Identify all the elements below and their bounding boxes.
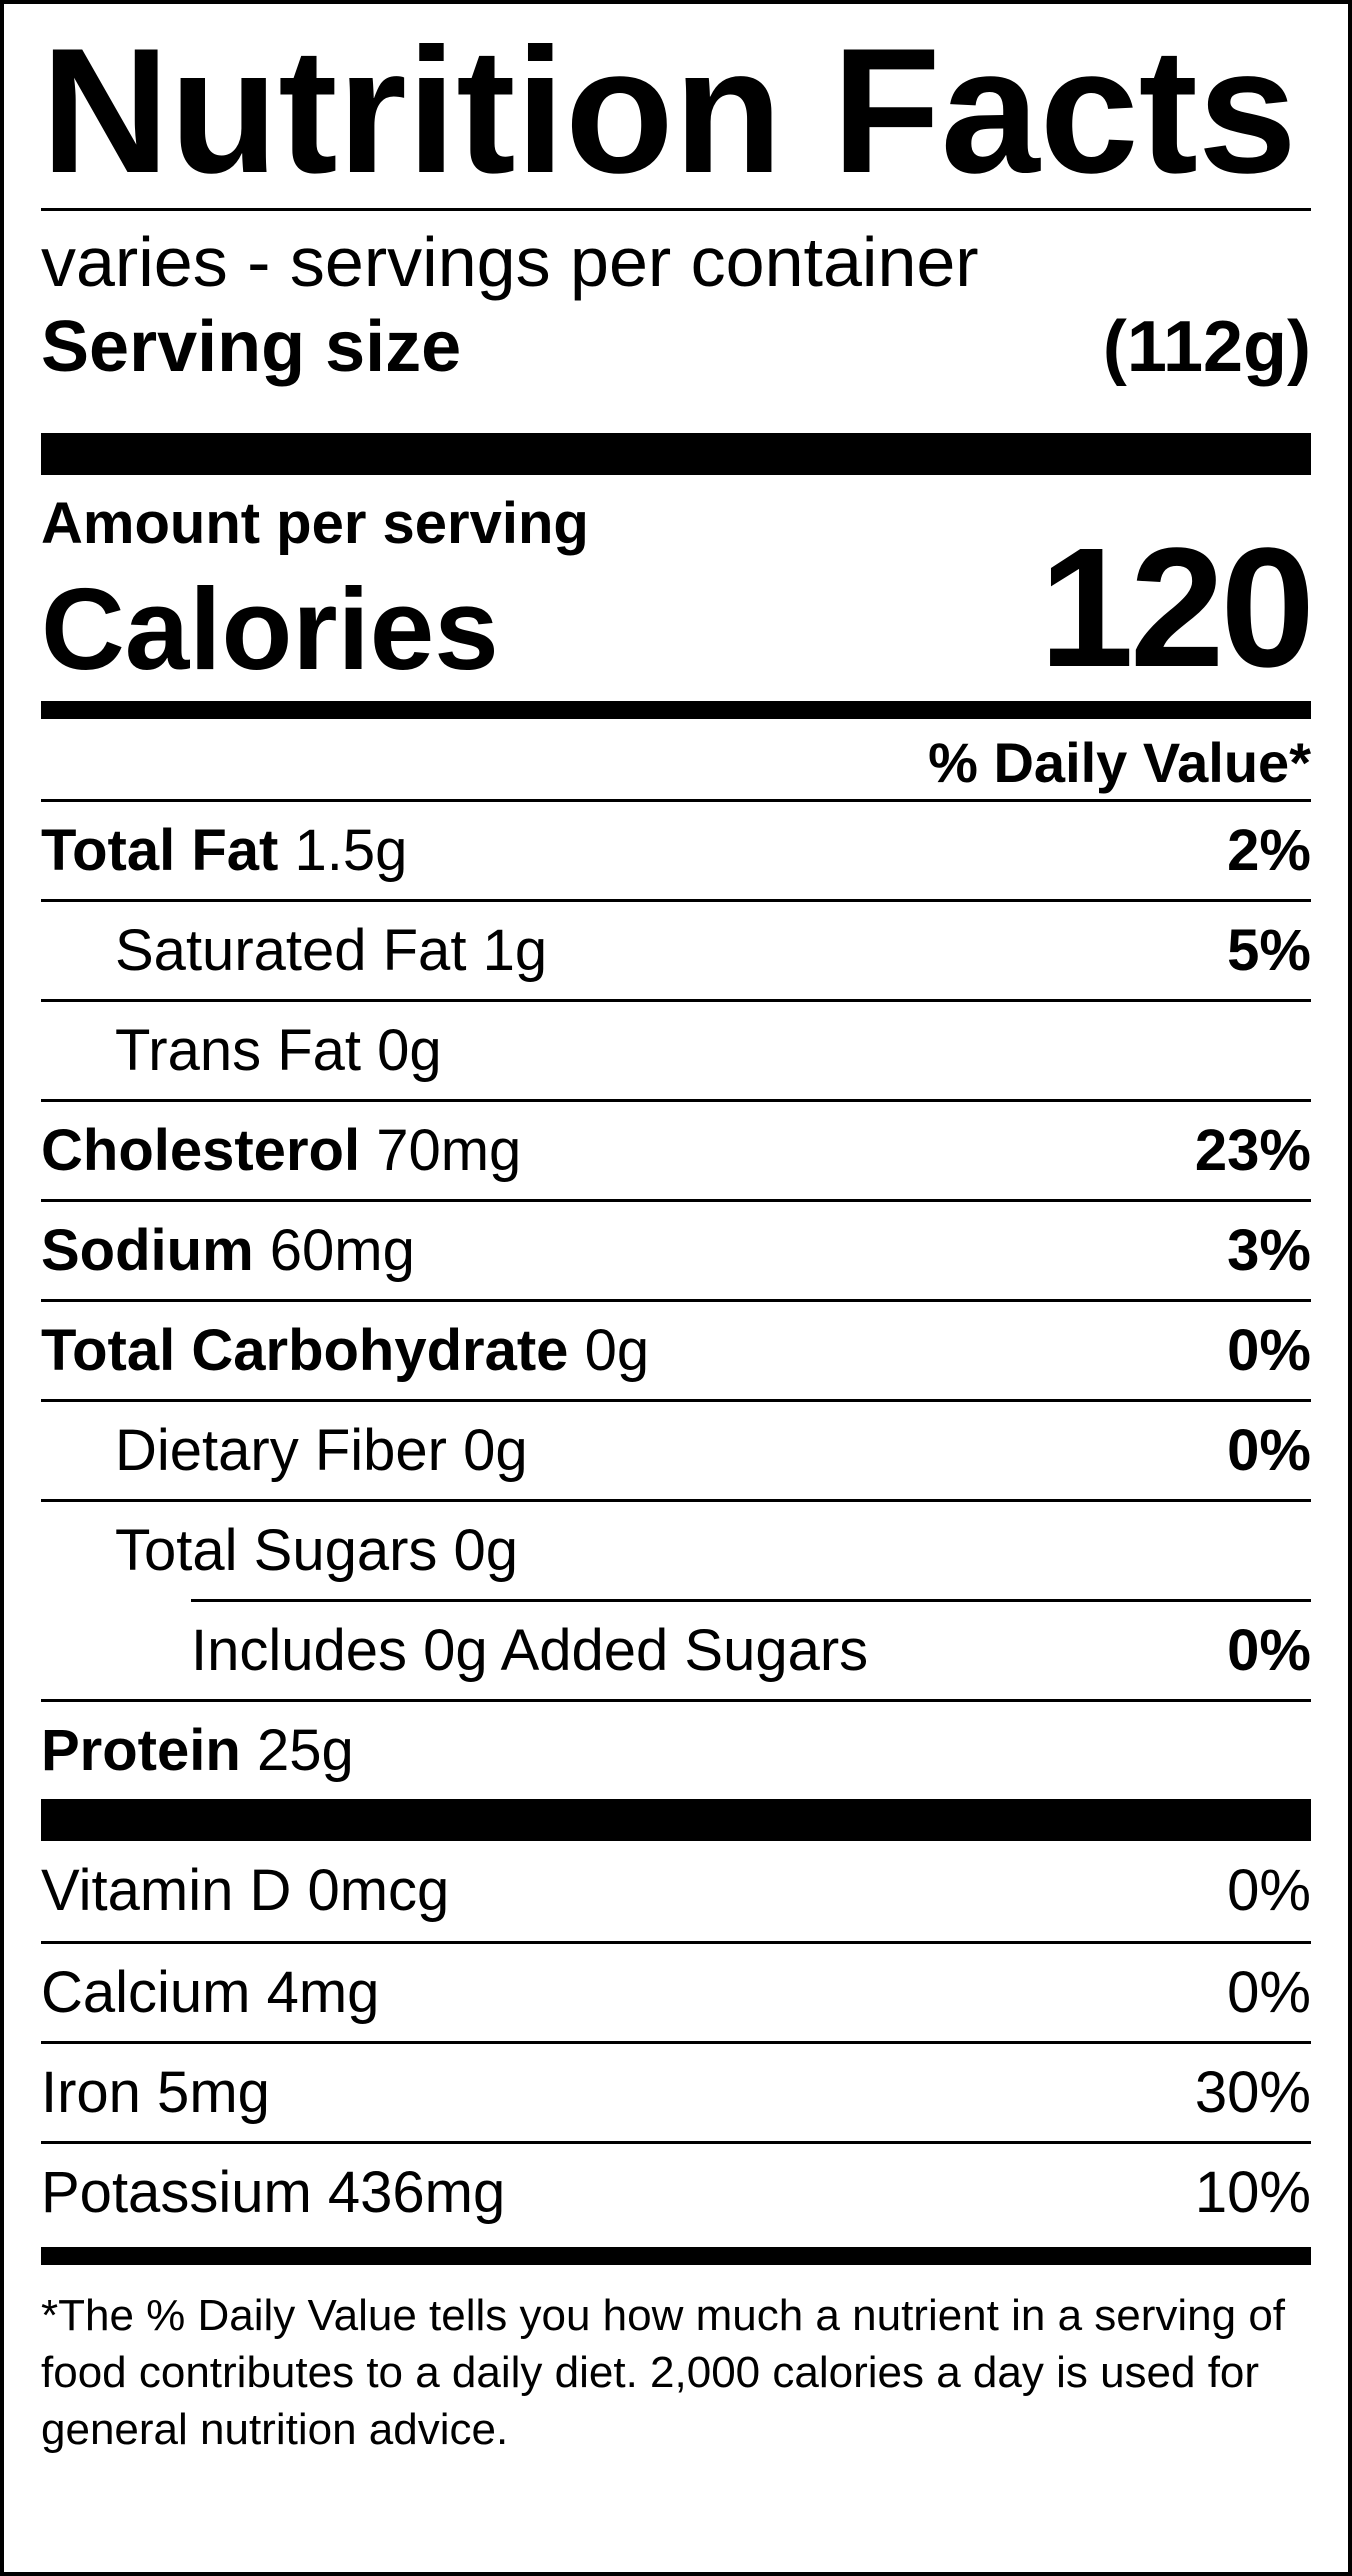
vitamin-name: Potassium 436mg [41,2159,506,2225]
nutrient-amount: 0g [584,1317,650,1383]
serving-size-row: Serving size (112g) [41,311,1311,387]
nutrient-dv: 5% [1227,917,1311,983]
nutrient-dv: 2% [1227,817,1311,883]
vitamin-name: Iron 5mg [41,2059,270,2125]
nutrient-amount: 0g [463,1417,528,1483]
vitamin-name: Vitamin D 0mcg [41,1858,450,1923]
nutrient-row-trans-fat: Trans Fat 0g [41,999,1311,1099]
nutrient-row-protein: Protein 25g [41,1699,1311,1799]
nutrient-name: Dietary Fiber [115,1417,447,1483]
added-sugars-wrap: Includes 0g Added Sugars 0% [191,1599,1311,1699]
vitamin-row-calcium: Calcium 4mg 0% [41,1941,1311,2041]
nutrient-row-added-sugars: Includes 0g Added Sugars 0% [191,1599,1311,1699]
calories-value: 120 [1039,513,1315,703]
nutrient-name: Protein [41,1717,241,1783]
nutrient-row-saturated-fat: Saturated Fat 1g 5% [41,899,1311,999]
nutrient-text: Cholesterol 70mg [41,1121,521,1180]
footnote: *The % Daily Value tells you how much a … [41,2291,1286,2454]
nutrient-row-dietary-fiber: Dietary Fiber 0g 0% [41,1399,1311,1499]
nutrient-text: Dietary Fiber 0g [115,1421,528,1480]
nutrient-dv: 23% [1194,1117,1311,1183]
nutrient-row-sodium: Sodium 60mg 3% [41,1199,1311,1299]
servings-per-container: varies - servings per container [41,223,979,301]
nutrient-name: Cholesterol [41,1117,361,1183]
nutrient-amount: 0g [453,1517,519,1583]
nutrient-name: Includes 0g Added Sugars [191,1617,869,1683]
nutrient-amount: 25g [256,1717,354,1783]
nutrient-row-total-sugars: Total Sugars 0g [41,1499,1311,1599]
nutrient-amount: 0g [377,1017,442,1083]
vitamin-name: Calcium 4mg [41,1959,380,2025]
serving-size-label: Serving size [41,307,462,387]
vitamin-dv: 30% [1194,2059,1311,2125]
nutrient-name: Total Carbohydrate [41,1317,569,1383]
nutrient-text: Trans Fat 0g [115,1021,442,1080]
nutrient-text: Includes 0g Added Sugars [191,1621,868,1680]
vitamin-row-potassium: Potassium 436mg 10% [41,2141,1311,2241]
nutrient-text: Total Carbohydrate 0g [41,1321,649,1380]
nutrient-text: Total Fat 1.5g [41,821,407,880]
vitamin-dv: 0% [1227,1858,1311,1923]
nutrient-text: Saturated Fat 1g [115,921,547,980]
nutrient-dv: 0% [1227,1317,1311,1383]
divider-medium-footer [41,2247,1311,2265]
serving-size-value: (112g) [1102,307,1311,387]
nutrient-amount: 1g [482,917,548,983]
nutrient-name: Total Sugars [115,1517,438,1583]
nutrient-text: Sodium 60mg [41,1221,415,1280]
nutrient-dv: 0% [1227,1417,1311,1483]
nutrient-dv: 3% [1227,1217,1311,1283]
nutrient-row-total-fat: Total Fat 1.5g 2% [41,799,1311,899]
divider-thick-vitamins [41,1799,1311,1841]
nutrient-text: Total Sugars 0g [115,1521,518,1580]
amount-per-serving: Amount per serving [41,491,589,556]
vitamin-dv: 0% [1227,1959,1311,2025]
nutrient-row-total-carbohydrate: Total Carbohydrate 0g 0% [41,1299,1311,1399]
nutrient-text: Protein 25g [41,1721,354,1780]
nutrient-amount: 60mg [269,1217,415,1283]
divider-medium [41,701,1311,719]
vitamin-row-iron: Iron 5mg 30% [41,2041,1311,2141]
nutrient-name: Saturated Fat [115,917,467,983]
nutrient-row-cholesterol: Cholesterol 70mg 23% [41,1099,1311,1199]
nutrient-name: Total Fat [41,817,279,883]
calories-label: Calories [41,564,499,694]
nutrient-name: Trans Fat [115,1017,362,1083]
nutrient-amount: 1.5g [294,817,408,883]
daily-value-header: % Daily Value* [928,731,1311,794]
nutrient-dv: 0% [1227,1617,1311,1683]
vitamin-dv: 10% [1194,2159,1311,2225]
divider-thick [41,433,1311,475]
calories-row: Calories 120 [41,523,1315,694]
vitamin-row-vitamin-d: Vitamin D 0mcg 0% [41,1841,1311,1941]
divider-thin [41,208,1311,211]
label-title: Nutrition Facts [41,11,1297,210]
nutrient-name: Sodium [41,1217,254,1283]
nutrient-amount: 70mg [376,1117,522,1183]
